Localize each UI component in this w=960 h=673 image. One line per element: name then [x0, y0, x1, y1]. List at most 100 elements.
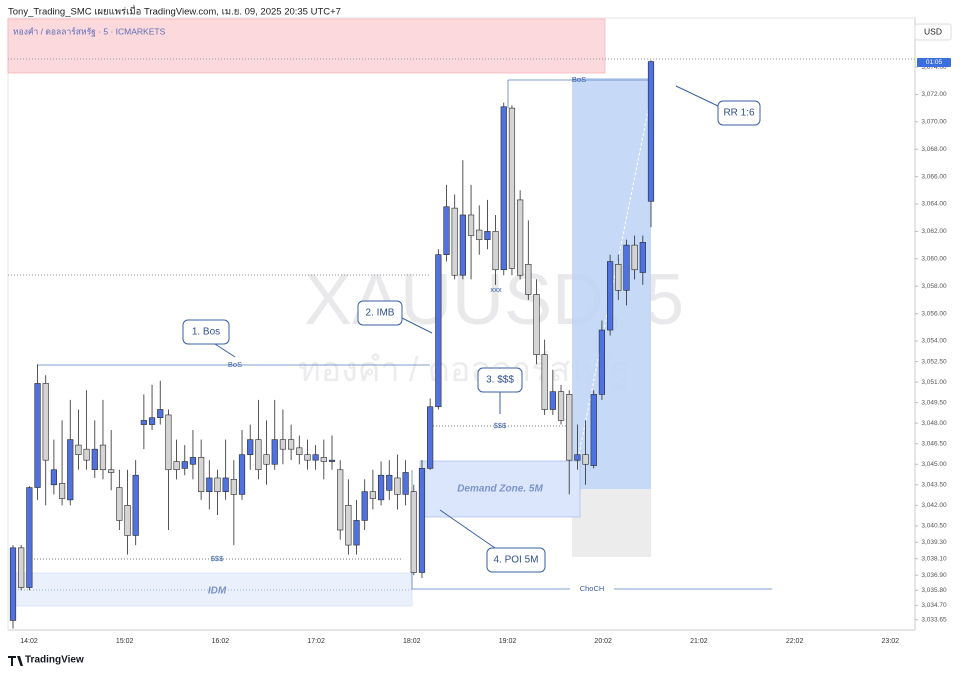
- candle-body: [124, 505, 131, 536]
- y-tick-label: 3,039.30: [921, 539, 947, 546]
- candle-body: [140, 420, 147, 425]
- candle-body: [377, 474, 385, 501]
- x-tick-label: 18:02: [403, 638, 421, 645]
- candle-body: [247, 439, 254, 455]
- candle-body: [623, 244, 630, 291]
- callout-text: 4. POI 5M: [493, 555, 538, 566]
- liquidity-label: $$$: [494, 421, 507, 430]
- choch-bg: [570, 584, 614, 594]
- candle-body: [34, 383, 41, 488]
- y-tick-label: 3,074.00: [921, 64, 947, 71]
- candles: [9, 60, 655, 629]
- bos-label: BoS: [572, 75, 586, 84]
- candle-body: [255, 439, 262, 471]
- x-tick-label: 14:02: [20, 638, 38, 645]
- candle-body: [50, 469, 57, 486]
- candle-body: [214, 477, 221, 492]
- candle-body: [99, 444, 107, 471]
- currency-button[interactable]: [914, 23, 952, 41]
- candle-body: [557, 391, 565, 421]
- candle-body: [435, 254, 442, 408]
- candle-body: [484, 231, 491, 240]
- candle-body: [296, 447, 303, 455]
- candle-body: [67, 439, 74, 501]
- candle-body: [647, 61, 655, 202]
- x-tick-label: 17:02: [307, 638, 325, 645]
- candle-body: [517, 199, 524, 276]
- liquidity-label: $$$: [211, 554, 224, 563]
- candle-body: [238, 454, 246, 495]
- y-tick-label: 3,052.50: [921, 358, 947, 365]
- y-tick-label: 3,045.00: [921, 461, 947, 468]
- bos-label: BoS: [228, 360, 242, 369]
- candle-body: [83, 448, 90, 461]
- candle-body: [590, 394, 597, 466]
- xxx-label: xxx: [490, 285, 502, 294]
- candle-body: [353, 520, 360, 546]
- candle-body: [18, 547, 25, 588]
- y-tick-label: 3,051.00: [921, 379, 947, 386]
- candle-body: [271, 439, 278, 465]
- candle-body: [230, 479, 237, 495]
- candle-body: [222, 477, 229, 492]
- callout: 1. Bos: [182, 319, 236, 358]
- x-tick-label: 21:02: [690, 638, 708, 645]
- candle-body: [198, 457, 205, 492]
- y-tick-label: 3,068.00: [921, 146, 947, 153]
- y-tick-label: 3,033.65: [921, 616, 947, 623]
- y-tick-label: 3,062.00: [921, 228, 947, 235]
- candle-body: [639, 242, 646, 273]
- candle-body: [108, 469, 115, 473]
- x-tick-label: 19:02: [499, 638, 517, 645]
- candle-body: [598, 329, 606, 395]
- candle-body: [402, 472, 409, 495]
- x-tick-label: 22:02: [786, 638, 804, 645]
- x-tick-label: 16:02: [212, 638, 230, 645]
- callout: 2. IMB: [357, 300, 433, 334]
- candle-body: [541, 354, 548, 410]
- candle-body: [189, 457, 197, 465]
- candle-body: [574, 454, 581, 461]
- plot-area: [7, 17, 916, 631]
- idm-label: IDM: [208, 586, 227, 597]
- candle-body: [58, 483, 66, 499]
- y-tick-label: 3,038.10: [921, 555, 947, 562]
- candle-body: [165, 414, 172, 471]
- y-tick-label: 3,064.00: [921, 201, 947, 208]
- candle-body: [451, 207, 458, 276]
- candle-body: [418, 468, 426, 573]
- y-tick-label: 3,042.00: [921, 502, 947, 509]
- candle-body: [206, 477, 213, 492]
- candle-body: [173, 461, 180, 471]
- y-tick-label: 3,054.00: [921, 338, 947, 345]
- callout: 4. POI 5M: [439, 509, 546, 573]
- symbol-label: ทองคำ / ดอลลาร์สหรัฐ · 5 · ICMARKETS: [13, 26, 166, 37]
- candle-body: [9, 547, 17, 621]
- callout-text: 2. IMB: [366, 308, 395, 319]
- candle-body: [410, 491, 417, 573]
- axes: 3,074.00 3,072.00 3,070.00 3,068.00 3,066.00…: [20, 64, 947, 645]
- candle-body: [42, 383, 49, 461]
- candle-body: [337, 469, 344, 531]
- callout: 3. $$$: [477, 367, 523, 414]
- candle-body: [566, 394, 573, 461]
- candle-body: [26, 487, 33, 588]
- stop-zone: [572, 489, 651, 557]
- candle-body: [631, 244, 638, 271]
- candle-body: [533, 294, 540, 355]
- candle-body: [467, 214, 475, 236]
- y-tick-label: 3,048.00: [921, 420, 947, 427]
- brand: TradingView: [25, 655, 84, 666]
- candle-body: [304, 454, 311, 461]
- callout: RR 1:6: [675, 85, 761, 126]
- x-tick-label: 23:02: [882, 638, 900, 645]
- candle-body: [476, 229, 483, 240]
- candle-body: [345, 505, 352, 546]
- candle-body: [615, 263, 622, 291]
- candle-body: [328, 459, 336, 462]
- candle-body: [607, 261, 614, 331]
- callout-text: 3. $$$: [486, 375, 514, 386]
- candle-body: [279, 439, 287, 450]
- callout-text: RR 1:6: [723, 108, 755, 119]
